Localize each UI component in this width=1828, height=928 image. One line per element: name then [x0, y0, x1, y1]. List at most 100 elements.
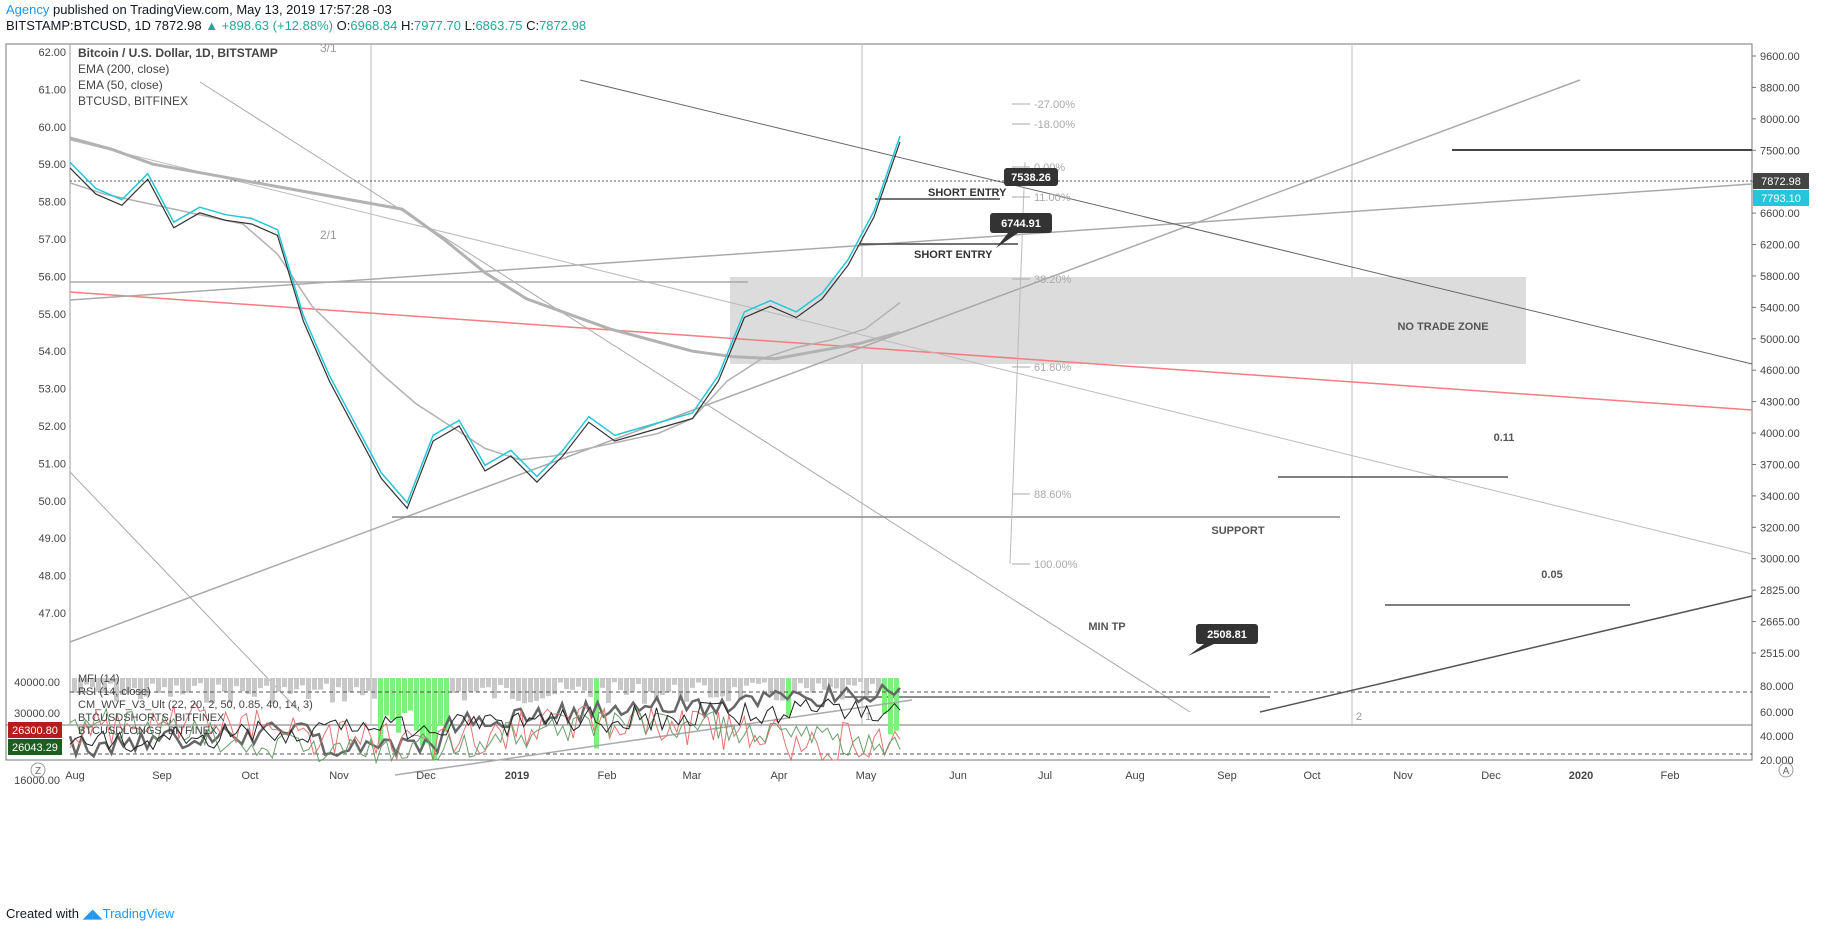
lower-rising-line[interactable]	[1259, 595, 1753, 713]
auto-scale-button[interactable]: A	[1778, 762, 1794, 778]
right-tick-label: 8000.00	[1760, 114, 1800, 126]
right-axis: 9600.008800.008000.007500.007000.006600.…	[1752, 51, 1800, 660]
lower-legend-longs: BTCUSDLONGS, BITFINEX	[78, 725, 218, 737]
fib-retracement[interactable]: -27.00%-18.00%0.00%11.00%38.20%61.80%88.…	[1009, 99, 1078, 571]
chart-legend: Bitcoin / U.S. Dollar, 1D, BITSTAMP EMA …	[78, 46, 278, 108]
rising-trendline[interactable]	[69, 183, 1753, 301]
wvf-bar	[864, 678, 869, 696]
longs-badge: 26043.29	[8, 739, 62, 755]
fan-line-a[interactable]	[69, 139, 1753, 555]
fan-line-c[interactable]	[69, 471, 301, 713]
time-tick-label: Aug	[65, 770, 85, 782]
chart-canvas[interactable]: 1 1 2 NO TRADE ZONE 3/1 2/1 -27.00%-18.0…	[0, 42, 1828, 897]
wvf-bar	[480, 678, 485, 688]
lower-right-tick-label: 40.000	[1760, 731, 1794, 743]
wvf-bar	[402, 678, 407, 713]
wvf-bar	[570, 678, 575, 690]
left-tick-label: 53.00	[38, 384, 66, 396]
right-tick-label: 2515.00	[1760, 648, 1800, 660]
wvf-bar	[222, 678, 227, 692]
lower-left-tick-label: 40000.00	[14, 677, 60, 689]
wvf-bar	[738, 678, 743, 701]
wvf-bar	[126, 678, 131, 692]
wvf-bar	[342, 678, 347, 702]
red-trendline[interactable]	[69, 291, 1753, 411]
time-axis[interactable]: Aug Sep Oct Nov Dec 2019 Feb Mar Apr May Jun Jul Aug…	[65, 770, 1679, 782]
wvf-bar	[666, 678, 671, 693]
last-price: 7872.98	[154, 18, 202, 33]
wvf-bar	[366, 678, 371, 691]
symbol-label: BITSTAMP:BTCUSD, 1D	[6, 18, 151, 33]
wvf-bar	[84, 678, 89, 685]
wvf-bar	[798, 678, 803, 684]
wvf-bar	[438, 678, 443, 726]
left-axis: 62.00 61.00 60.00 59.00 58.00 57.00 56.00 55.00…	[38, 47, 66, 620]
wvf-bar	[192, 678, 197, 686]
wvf-bar	[756, 678, 761, 684]
wvf-bar	[636, 678, 641, 684]
right-tick-label: 3000.00	[1760, 554, 1800, 566]
wvf-bar	[432, 678, 437, 761]
left-tick-label: 59.00	[38, 159, 66, 171]
wvf-bar	[834, 678, 839, 689]
callout-3-text: 2508.81	[1207, 629, 1247, 641]
wvf-bar	[684, 678, 689, 702]
wvf-bar	[714, 678, 719, 698]
callout-1[interactable]: 7538.26	[1004, 168, 1058, 186]
wvf-bar	[378, 678, 383, 744]
wvf-bar	[750, 678, 755, 683]
timezone-button[interactable]: Z	[30, 762, 46, 778]
wvf-bar	[612, 678, 617, 683]
author-link[interactable]: Agency	[6, 2, 50, 17]
wvf-bar	[144, 678, 149, 697]
bitfinex-line[interactable]	[69, 135, 901, 505]
wvf-bar	[228, 678, 233, 704]
last-price-badge: 7872.98	[1753, 173, 1809, 189]
wvf-bar	[618, 678, 623, 690]
wvf-bar	[552, 678, 557, 695]
time-tick-label: Mar	[683, 770, 702, 782]
price-line[interactable]	[69, 141, 901, 510]
wvf-bar	[600, 678, 605, 688]
time-tick-label: Apr	[770, 770, 787, 782]
main-pane[interactable]	[5, 43, 1753, 761]
time-tick-label: Feb	[598, 770, 617, 782]
time-tick-label: Dec	[416, 770, 436, 782]
no-trade-zone[interactable]	[730, 277, 1526, 364]
trend-lines[interactable]	[69, 79, 1753, 713]
wvf-bar	[300, 678, 305, 686]
created-with-text: Created with	[6, 906, 79, 921]
legend-ema50: EMA (50, close)	[78, 78, 163, 92]
shorts-badge-text: 26300.80	[12, 725, 58, 737]
fan-line-b[interactable]	[199, 81, 1191, 713]
left-tick-label: 48.00	[38, 571, 66, 583]
indicator-pane[interactable]: MFI (14) RSI (14, close) CM_WVF_V3_Ult (…	[8, 673, 1794, 787]
mfi-line	[69, 706, 901, 765]
wvf-bar	[546, 678, 551, 697]
wvf-bar	[744, 678, 749, 686]
wvf-bar	[810, 678, 815, 693]
wvf-bar	[588, 678, 593, 698]
bitfinex-price-badge-text: 7793.10	[1761, 193, 1801, 205]
time-tick-label: 2019	[505, 770, 529, 782]
ema-50-line[interactable]	[69, 182, 901, 461]
callout-2[interactable]: 6744.91	[990, 213, 1052, 248]
falling-resistance[interactable]	[579, 79, 1753, 365]
left-tick-label: 54.00	[38, 346, 66, 358]
time-tick-label: Sep	[152, 770, 172, 782]
long-rising-line[interactable]	[69, 79, 1581, 643]
low-value: 6863.75	[475, 18, 523, 33]
wvf-bar	[564, 678, 569, 690]
wvf-bar	[780, 678, 785, 701]
callout-3[interactable]: 2508.81	[1188, 624, 1258, 656]
wvf-bar	[504, 678, 509, 688]
wvf-bar	[264, 678, 269, 686]
wvf-bar	[114, 678, 119, 702]
wvf-bar	[456, 678, 461, 692]
time-tick-label: Sep	[1217, 770, 1237, 782]
right-tick-label: 3200.00	[1760, 522, 1800, 534]
tradingview-logo[interactable]: ◢◣TradingView	[82, 906, 175, 921]
right-tick-label: 5400.00	[1760, 302, 1800, 314]
open-value: 6968.84	[350, 18, 398, 33]
lower-left-axis: 40000.00 30000.00 16000.00	[14, 677, 60, 787]
